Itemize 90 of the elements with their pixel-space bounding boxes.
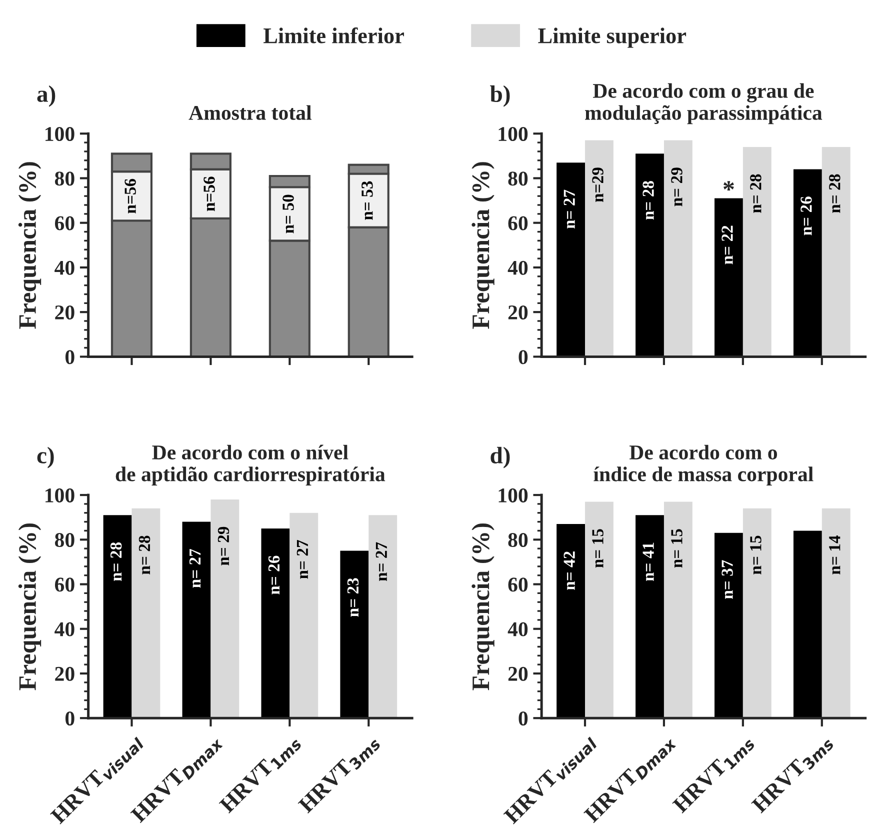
bar (585, 140, 614, 357)
annotation: n= 26 (268, 556, 280, 594)
annotation: n= 15 (750, 536, 762, 574)
text: d) (490, 446, 510, 468)
chart-title: De acordo com o índice de massa corporal (594, 444, 814, 486)
y-tick-label: 40 (508, 260, 528, 275)
bar (742, 508, 772, 718)
bar (290, 512, 318, 718)
annotation: n= 14 (829, 535, 840, 574)
annotation: n= 27 (564, 190, 575, 229)
annotation: n= 41 (642, 542, 654, 582)
bar (822, 146, 850, 357)
y-tick-label: 60 (508, 216, 528, 230)
annotation: n= 28 (110, 542, 122, 582)
annotation: n= 27 (189, 548, 200, 588)
chart-title: De acordo com o nível de aptidão cardiorrespiratória (116, 444, 386, 486)
annotation: n= 15 (592, 529, 604, 568)
annotation: n=56 (204, 176, 215, 212)
y-axis-title: Frequencia (%) (472, 162, 494, 329)
y-tick-label: 60 (54, 216, 74, 230)
annotation: n= 53 (362, 181, 373, 220)
bar (585, 502, 614, 718)
y-tick-label: 80 (508, 172, 528, 186)
bar (793, 530, 822, 718)
y-axis-title: Frequencia (%) (18, 524, 42, 690)
bar (132, 508, 160, 718)
annotation: n= 27 (296, 540, 308, 579)
annotation: n=56 (124, 178, 136, 214)
y-tick-label: 80 (54, 533, 74, 548)
y-tick-label: 80 (508, 533, 528, 548)
bar (210, 499, 240, 718)
annotation: n= 28 (829, 174, 840, 213)
annotation: n= 50 (282, 194, 294, 234)
y-tick-label: 40 (54, 622, 74, 636)
bar (714, 198, 743, 357)
annotation: n= 28 (750, 174, 762, 213)
y-tick-label: 20 (508, 666, 528, 681)
annotation: n= 27 (376, 542, 387, 582)
bar (261, 528, 290, 718)
chart-title: De acordo com o grau de modulação parassimpática (585, 83, 822, 124)
y-tick-label: 0 (65, 350, 74, 364)
bar (368, 515, 398, 718)
bar (556, 524, 586, 718)
y-tick-label: 0 (518, 350, 528, 364)
annotation: n= 28 (642, 181, 654, 220)
y-tick-label: 60 (508, 578, 528, 592)
bar (340, 550, 369, 718)
y-tick-label: 60 (54, 578, 74, 592)
y-tick-label: 100 (46, 488, 74, 502)
legend-label: Limite inferior (264, 27, 404, 44)
y-tick-label: 100 (498, 126, 528, 142)
y-tick-label: 20 (55, 305, 74, 320)
y-tick-label: 20 (55, 666, 74, 681)
bar (636, 154, 664, 357)
text: b) (490, 85, 510, 107)
bar (714, 532, 743, 718)
annotation: n= 29 (218, 526, 230, 566)
y-axis-title: Frequencia (%) (472, 524, 494, 690)
bar (793, 169, 822, 357)
annotation: n=29 (592, 168, 604, 202)
bar (182, 522, 211, 718)
text: c) (37, 446, 54, 468)
annotation: n= 22 (722, 226, 733, 264)
bar (742, 146, 772, 357)
y-tick-label: 100 (498, 488, 528, 502)
annotation: * (724, 181, 734, 191)
bar (636, 515, 664, 718)
legend-label: Limite superior (538, 28, 686, 48)
y-tick-label: 80 (54, 172, 74, 186)
annotation: n= 23 (347, 578, 359, 617)
bar (103, 515, 132, 718)
y-tick-label: 40 (54, 260, 74, 275)
annotation: n= 29 (671, 168, 682, 206)
annotation: n= 37 (722, 560, 733, 599)
annotation: n= 26 (800, 196, 812, 236)
annotation: n= 42 (564, 551, 575, 590)
text: a) (37, 85, 56, 107)
y-axis-title: Frequencia (%) (18, 162, 42, 329)
y-tick-label: 0 (65, 711, 74, 726)
bar (556, 162, 586, 357)
chart-title: Amostra total (188, 105, 312, 120)
annotation: n= 15 (671, 529, 682, 568)
y-tick-label: 40 (508, 622, 528, 636)
y-tick-label: 0 (518, 711, 528, 726)
annotation: n= 28 (138, 536, 150, 574)
bar (822, 508, 850, 718)
y-tick-label: 100 (46, 126, 74, 142)
bar (664, 140, 692, 357)
y-tick-label: 20 (508, 305, 528, 320)
bar (664, 502, 692, 718)
